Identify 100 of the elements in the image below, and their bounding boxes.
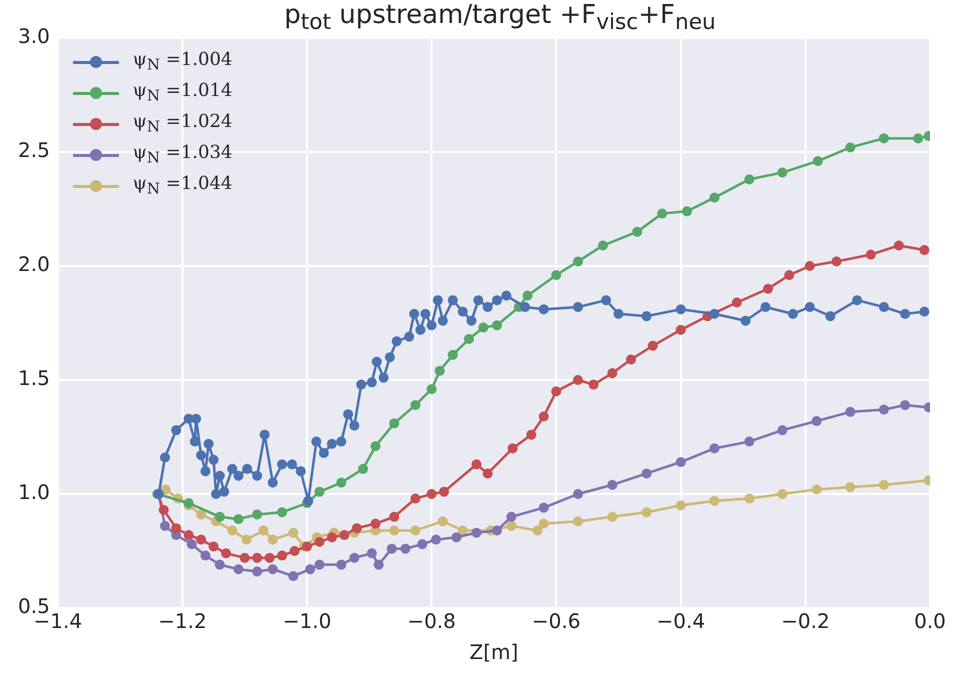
point — [302, 541, 312, 552]
point — [326, 532, 337, 542]
point — [314, 536, 324, 547]
y-tick-label: 1.0 — [18, 480, 50, 504]
x-tick-label: 0.0 — [914, 609, 946, 634]
point — [214, 512, 225, 522]
point — [804, 261, 815, 271]
x-tick-label: −1.2 — [158, 609, 207, 634]
x-tick-label: −0.4 — [656, 609, 706, 634]
point — [642, 468, 652, 478]
point — [358, 464, 368, 474]
point — [314, 486, 324, 497]
point — [676, 324, 686, 335]
point — [588, 380, 599, 390]
point — [648, 340, 658, 351]
point — [458, 525, 468, 536]
point — [252, 566, 262, 577]
point — [410, 494, 420, 504]
point — [290, 546, 300, 556]
legend-label: ψ$_{N}$ =1.014 — [132, 80, 232, 105]
point — [242, 534, 252, 545]
point — [506, 520, 516, 531]
point — [200, 550, 210, 561]
point — [158, 504, 169, 515]
point — [744, 174, 754, 184]
point — [448, 350, 458, 360]
point — [482, 468, 493, 478]
point — [812, 156, 823, 166]
point — [389, 512, 400, 522]
point — [573, 489, 584, 499]
point — [732, 297, 742, 308]
point — [288, 528, 298, 538]
point — [439, 486, 450, 497]
chart-title: p$_{tot}$ upstream/target +F$_{visc}$+F$_{neu}$ — [283, 0, 717, 36]
point — [221, 548, 232, 558]
point — [878, 404, 889, 415]
point — [374, 560, 384, 570]
point — [471, 528, 482, 538]
point — [878, 480, 889, 490]
point — [258, 525, 268, 536]
point — [551, 386, 562, 396]
point — [878, 133, 889, 144]
point — [438, 516, 448, 526]
point — [186, 539, 197, 550]
point — [777, 168, 788, 178]
point — [642, 507, 652, 518]
point — [538, 411, 549, 422]
point — [777, 425, 788, 436]
point — [845, 406, 856, 417]
point — [196, 534, 206, 545]
point — [478, 322, 488, 333]
x-axis-title: Z[m] — [470, 640, 518, 664]
point — [240, 552, 250, 563]
point — [845, 482, 856, 492]
point — [426, 384, 437, 394]
point — [744, 436, 754, 447]
point — [812, 416, 822, 426]
point — [410, 525, 420, 536]
point — [538, 518, 549, 529]
point — [538, 502, 549, 513]
point — [506, 512, 516, 522]
point — [573, 256, 584, 266]
point — [349, 552, 360, 563]
point — [268, 534, 278, 545]
point — [277, 507, 288, 518]
point — [288, 571, 298, 582]
legend-label: ψ$_{N}$ =1.024 — [132, 111, 232, 136]
point — [314, 560, 324, 570]
point — [626, 354, 636, 364]
x-tick-label: −0.6 — [532, 609, 580, 634]
point — [227, 525, 238, 536]
point — [370, 441, 381, 452]
point — [744, 494, 754, 504]
point — [709, 192, 720, 203]
x-tick-label: −1.0 — [282, 609, 332, 634]
point — [184, 530, 194, 540]
point — [410, 400, 420, 410]
point — [336, 478, 346, 488]
point — [233, 564, 244, 574]
point — [389, 418, 400, 428]
point — [252, 510, 262, 520]
x-tick-label: −0.2 — [781, 609, 830, 634]
point — [508, 443, 518, 454]
point — [607, 512, 618, 522]
point — [389, 525, 400, 536]
point — [370, 518, 381, 529]
point — [598, 240, 608, 250]
point — [305, 564, 316, 574]
point — [400, 544, 410, 554]
point — [676, 457, 686, 468]
point — [913, 133, 924, 144]
x-tick-label: −0.8 — [407, 609, 456, 634]
point — [452, 532, 462, 542]
point — [573, 516, 584, 526]
point — [526, 430, 536, 440]
point — [812, 484, 822, 494]
point — [233, 514, 244, 524]
point — [682, 206, 692, 216]
point — [784, 270, 794, 280]
point — [214, 560, 225, 570]
